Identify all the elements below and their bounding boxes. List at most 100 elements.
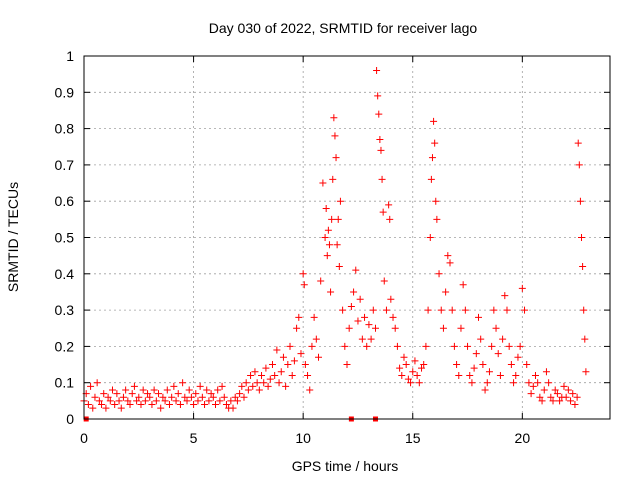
data-point	[510, 379, 518, 387]
data-point	[279, 353, 287, 361]
data-point	[547, 393, 555, 401]
data-point	[496, 371, 504, 379]
data-point	[477, 335, 485, 343]
data-point	[374, 92, 382, 100]
data-point	[455, 371, 463, 379]
y-tick-label: 0.2	[55, 338, 75, 354]
data-point	[426, 234, 434, 241]
data-point	[472, 350, 480, 358]
data-point	[135, 393, 143, 401]
data-point	[264, 382, 272, 390]
data-point	[334, 215, 342, 223]
data-point	[323, 252, 331, 260]
data-point	[236, 390, 244, 398]
data-point	[556, 397, 564, 405]
data-point	[343, 361, 351, 369]
data-point	[161, 397, 169, 405]
data-point	[229, 404, 237, 412]
data-point	[492, 324, 500, 332]
data-point	[386, 215, 394, 223]
data-point	[545, 379, 553, 387]
data-point	[319, 179, 327, 187]
data-point	[185, 386, 193, 394]
data-point	[159, 393, 167, 401]
data-point	[485, 368, 493, 376]
data-point	[470, 364, 478, 372]
data-point	[523, 361, 531, 369]
data-point	[163, 386, 171, 394]
data-point	[354, 317, 362, 325]
data-point	[222, 400, 230, 408]
data-point	[190, 400, 198, 408]
data-point	[242, 379, 250, 387]
data-point	[183, 397, 191, 405]
data-point	[207, 390, 215, 398]
grid-lines	[84, 56, 610, 419]
data-point	[194, 397, 202, 405]
data-point	[379, 208, 387, 216]
data-point	[176, 400, 184, 408]
y-tick-label: 0	[66, 411, 74, 427]
data-point	[396, 364, 404, 372]
data-point	[431, 139, 439, 147]
data-point	[575, 161, 583, 169]
x-tick-label: 20	[515, 430, 531, 446]
data-point	[299, 270, 307, 278]
data-point	[398, 371, 406, 379]
data-point	[271, 371, 279, 379]
data-point	[361, 313, 369, 321]
data-point	[453, 361, 461, 369]
data-point	[339, 306, 347, 314]
data-point	[95, 397, 103, 405]
data-point	[300, 281, 308, 289]
data-point	[464, 342, 472, 350]
data-point	[227, 397, 235, 405]
data-point	[216, 397, 224, 405]
data-point	[155, 390, 163, 398]
x-tick-label: 10	[295, 430, 311, 446]
data-point	[290, 357, 298, 365]
data-point	[411, 357, 419, 365]
data-point	[268, 361, 276, 369]
data-point	[91, 393, 99, 401]
data-point	[119, 393, 127, 401]
y-tick-label: 0.4	[55, 266, 75, 282]
data-point	[277, 368, 285, 376]
data-point	[404, 375, 412, 383]
data-point	[295, 313, 303, 321]
data-point	[525, 379, 533, 387]
data-point	[574, 139, 582, 147]
data-point	[576, 197, 584, 205]
data-point	[100, 390, 108, 398]
data-point	[240, 393, 248, 401]
data-point	[168, 393, 176, 401]
data-point	[488, 342, 496, 350]
data-point	[564, 386, 572, 394]
data-point	[255, 386, 263, 394]
data-point	[531, 371, 539, 379]
x-axis-label: GPS time / hours	[292, 458, 399, 474]
y-tick-label: 0.6	[55, 193, 75, 209]
data-point	[115, 397, 123, 405]
data-point	[413, 371, 421, 379]
data-point	[324, 226, 332, 234]
data-point	[328, 215, 336, 223]
data-point	[244, 386, 252, 394]
data-point	[220, 393, 228, 401]
data-point	[371, 324, 379, 332]
data-points	[80, 67, 590, 412]
data-point	[540, 386, 548, 394]
data-point	[146, 393, 154, 401]
data-point	[192, 390, 200, 398]
data-point	[249, 382, 257, 390]
data-point	[439, 324, 447, 332]
data-point	[562, 393, 570, 401]
data-point	[432, 197, 440, 205]
y-tick-label: 0.9	[55, 84, 75, 100]
data-point	[536, 393, 544, 401]
y-tick-label: 0.5	[55, 230, 75, 246]
y-axis-tick-labels: 0 0.1 0.2 0.3 0.4 0.5 0.6 0.7 0.8 0.9 1	[55, 48, 75, 427]
data-point	[418, 364, 426, 372]
data-point	[301, 361, 309, 369]
